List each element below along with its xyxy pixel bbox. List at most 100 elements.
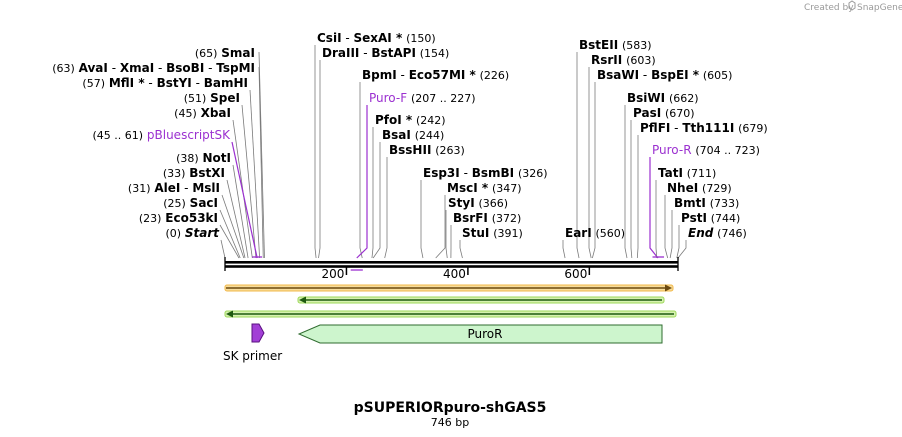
leader-line — [231, 141, 258, 259]
site-position: (326) — [518, 167, 548, 180]
left-site-label[interactable]: (51) SpeI — [184, 91, 240, 105]
separator: - — [154, 61, 166, 75]
center-site-label[interactable]: CsiI - SexAI * (150) — [317, 31, 436, 45]
right-site-label[interactable]: RsrII (603) — [591, 53, 656, 67]
site-label-text: (38) NotI — [176, 151, 231, 165]
leader-line — [588, 67, 592, 259]
site-position: (391) — [493, 227, 523, 240]
site-label-text: Puro-R (704 .. 723) — [652, 143, 760, 157]
site-label-text: (45) XbaI — [174, 106, 231, 120]
right-site-label[interactable]: Puro-R (704 .. 723) — [652, 143, 760, 157]
site-name: Puro-R — [652, 143, 692, 157]
ruler-tick-600: 600 — [564, 267, 591, 281]
left-site-label[interactable]: (45) XbaI — [174, 106, 231, 120]
site-label-text: (65) SmaI — [195, 46, 255, 60]
ruler-tick-label: 200 — [322, 267, 345, 281]
watermark-created-by: Created by — [804, 3, 854, 13]
left-site-label[interactable]: (57) MflI * - BstYI - BamHI — [82, 76, 248, 90]
leader-line — [669, 210, 673, 259]
center-site-label[interactable]: StuI (391) — [462, 226, 523, 240]
right-site-label[interactable]: End (746) — [688, 226, 747, 240]
right-site-label[interactable]: PasI (670) — [633, 106, 695, 120]
center-site-label[interactable]: MscI * (347) — [447, 181, 522, 195]
site-name: BssHII — [389, 143, 431, 157]
left-site-label[interactable]: (45 .. 61) pBluescriptSK — [92, 128, 231, 142]
left-site-label[interactable]: (31) AleI - MslI — [128, 181, 220, 195]
site-label-text: BpmI - Eco57MI * (226) — [362, 68, 509, 82]
site-label-text: Esp3I - BsmBI (326) — [423, 166, 548, 180]
site-label-text: End (746) — [688, 226, 747, 240]
site-label-text: BsaWI - BspEI * (605) — [597, 68, 732, 82]
right-site-label[interactable]: BstEII (583) — [579, 38, 652, 52]
site-position: (57) — [82, 77, 105, 90]
site-name: CsiI — [317, 31, 342, 45]
right-site-label[interactable]: PflFI - Tth111I (679) — [640, 121, 768, 135]
separator: - — [460, 166, 472, 180]
right-site-label[interactable]: BmtI (733) — [674, 196, 739, 210]
leader-line — [591, 82, 596, 259]
puror-arrow-icon[interactable] — [297, 324, 663, 344]
site-position: (729) — [702, 182, 732, 195]
leader-line — [241, 104, 257, 259]
site-name: Start — [185, 226, 220, 240]
left-site-label[interactable]: (63) AvaI - XmaI - BsoBI - TspMI — [52, 61, 255, 75]
site-name: pBluescriptSK — [147, 128, 231, 142]
leader-line — [221, 194, 245, 259]
leader-line — [219, 224, 240, 259]
right-site-label[interactable]: BsiWI (662) — [627, 91, 699, 105]
right-site-label[interactable]: NheI (729) — [667, 181, 732, 195]
left-site-label[interactable]: (65) SmaI — [195, 46, 255, 60]
sk-primer-arrow-icon[interactable] — [251, 323, 265, 343]
separator: - — [670, 121, 682, 135]
leader-line — [356, 105, 368, 259]
center-site-label[interactable]: BsaI (244) — [382, 128, 444, 142]
right-site-label[interactable]: TatI (711) — [658, 166, 716, 180]
site-position: (33) — [163, 167, 186, 180]
left-site-label[interactable]: (23) Eco53kI — [139, 211, 218, 225]
site-name: StuI — [462, 226, 489, 240]
center-site-label[interactable]: DraIII - BstAPI (154) — [322, 46, 449, 60]
separator: - — [359, 46, 371, 60]
site-name: BsiWI — [627, 91, 665, 105]
center-site-label[interactable]: StyI (366) — [448, 196, 508, 210]
site-name: Eco53kI — [165, 211, 218, 225]
primer-brackets — [252, 256, 665, 271]
site-label-text: (23) Eco53kI — [139, 211, 218, 225]
watermark: Created by SnapGene — [804, 0, 902, 13]
site-name: PasI — [633, 106, 661, 120]
site-position: (150) — [406, 32, 436, 45]
ruler-tick-label: 600 — [564, 267, 587, 281]
center-site-label[interactable]: Puro-F (207 .. 227) — [369, 91, 476, 105]
center-site-label[interactable]: BssHII (263) — [389, 143, 465, 157]
center-site-label[interactable]: Esp3I - BsmBI (326) — [423, 166, 548, 180]
center-site-label[interactable]: BpmI - Eco57MI * (226) — [362, 68, 509, 82]
site-position: (242) — [416, 114, 446, 127]
backbone-top-strand — [225, 261, 678, 264]
sk-primer-label: SK primer — [223, 349, 282, 363]
site-position: (154) — [420, 47, 450, 60]
center-site-label[interactable]: BsrFI (372) — [453, 211, 521, 225]
left-site-label[interactable]: (33) BstXI — [163, 166, 225, 180]
right-site-label[interactable]: BsaWI - BspEI * (605) — [597, 68, 732, 82]
right-site-label[interactable]: PstI (744) — [681, 211, 740, 225]
center-site-label[interactable]: PfoI * (242) — [375, 113, 446, 127]
site-label-text: PasI (670) — [633, 106, 695, 120]
left-site-label[interactable]: (38) NotI — [176, 151, 231, 165]
site-position: (207 .. 227) — [411, 92, 476, 105]
site-name: XbaI — [201, 106, 231, 120]
leader-line — [226, 179, 246, 259]
leader-line — [420, 180, 424, 259]
right-site-label[interactable]: EarI (560) — [565, 226, 625, 240]
site-position: (263) — [435, 144, 465, 157]
site-label-text: MscI * (347) — [447, 181, 522, 195]
left-site-label[interactable]: (0) Start — [165, 226, 220, 240]
green-track-1-arrow-icon — [299, 296, 306, 304]
leader-line — [562, 240, 566, 259]
sk-primer-feature[interactable]: SK primer — [223, 323, 282, 363]
puror-feature[interactable]: PuroR — [297, 324, 663, 344]
site-name: BstXI — [189, 166, 225, 180]
site-name: BsaI — [382, 128, 411, 142]
left-site-label[interactable]: (25) SacI — [163, 196, 218, 210]
leader-line — [624, 105, 628, 259]
